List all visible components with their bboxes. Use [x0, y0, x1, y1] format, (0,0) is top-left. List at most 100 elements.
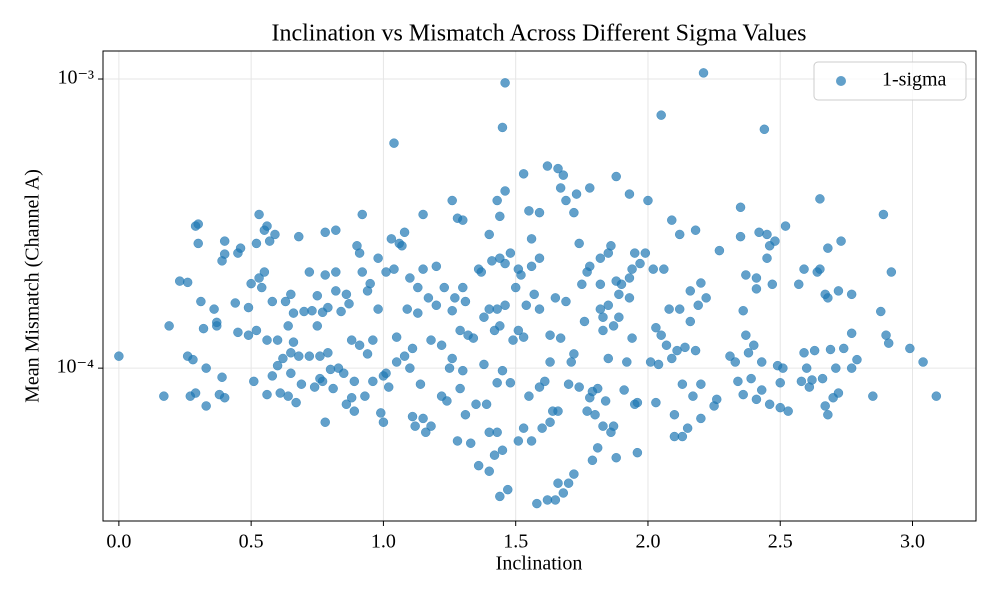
scatter-point — [685, 286, 696, 296]
scatter-point — [690, 345, 701, 356]
scatter-point — [426, 335, 436, 345]
scatter-point — [738, 305, 748, 316]
scatter-point — [878, 209, 889, 220]
x-tick-label: 2.5 — [768, 531, 793, 553]
scatter-point — [603, 300, 614, 311]
scatter-point — [389, 264, 399, 274]
scatter-point — [674, 304, 685, 314]
scatter-point — [711, 394, 722, 405]
scatter-point — [323, 302, 333, 313]
scatter-point — [526, 234, 537, 244]
scatter-point — [259, 267, 270, 277]
scatter-point — [606, 241, 616, 251]
legend-label: 1-sigma — [882, 69, 947, 91]
scatter-point — [201, 401, 211, 411]
scatter-point — [262, 221, 272, 231]
scatter-point — [526, 261, 537, 272]
scatter-point — [563, 478, 574, 488]
scatter-point — [312, 321, 323, 331]
scatter-point — [608, 421, 619, 431]
scatter-point — [381, 368, 391, 379]
scatter-point — [270, 229, 280, 240]
scatter-point — [354, 340, 365, 350]
scatter-point — [669, 409, 680, 420]
scatter-point — [286, 368, 296, 379]
scatter-point — [450, 293, 460, 303]
scatter-point — [484, 466, 494, 476]
scatter-point — [614, 289, 624, 300]
scatter-point — [561, 195, 571, 206]
scatter-point — [611, 171, 621, 182]
scatter-point — [288, 337, 299, 347]
scatter-point — [193, 219, 203, 229]
scatter-point — [383, 382, 394, 392]
scatter-point — [389, 138, 399, 148]
scatter-point — [378, 417, 389, 427]
scatter-point — [799, 264, 809, 274]
scatter-point — [582, 406, 592, 416]
scatter-point — [243, 302, 254, 313]
scatter-point — [436, 340, 447, 350]
scatter-point — [883, 338, 894, 348]
scatter-point — [838, 343, 849, 354]
scatter-point — [497, 445, 508, 455]
scatter-point — [344, 298, 354, 309]
scatter-point — [418, 209, 428, 220]
scatter-point — [553, 478, 563, 488]
scatter-point — [730, 357, 741, 367]
scatter-point — [836, 236, 846, 246]
scatter-point — [778, 363, 788, 373]
scatter-point — [754, 227, 764, 238]
scatter-point — [198, 323, 209, 334]
scatter-point — [624, 189, 635, 199]
scatter-point — [521, 300, 532, 311]
scatter-point — [315, 351, 325, 361]
scatter-point — [256, 282, 267, 293]
scatter-point — [553, 163, 563, 174]
scatter-point — [632, 447, 643, 458]
scatter-point — [182, 277, 193, 288]
scatter-point — [368, 335, 378, 345]
scatter-point — [680, 342, 690, 353]
scatter-point — [667, 215, 677, 225]
scatter-point — [801, 363, 812, 373]
scatter-point — [328, 383, 338, 394]
scatter-point — [640, 248, 651, 258]
scatter-point — [357, 267, 368, 277]
scatter-point — [534, 304, 545, 314]
scatter-point — [532, 498, 542, 509]
scatter-point — [323, 348, 333, 358]
x-tick-label: 1.5 — [503, 531, 528, 553]
scatter-point — [701, 293, 711, 303]
scatter-point — [275, 388, 285, 398]
scatter-point — [656, 330, 666, 340]
scatter-point — [492, 427, 502, 438]
scatter-point — [468, 333, 479, 343]
scatter-point — [622, 357, 632, 367]
scatter-point — [823, 409, 833, 420]
scatter-point — [661, 340, 672, 350]
scatter-point — [407, 411, 418, 422]
scatter-point — [254, 209, 264, 220]
scatter-point — [304, 267, 315, 277]
scatter-point — [338, 368, 349, 379]
scatter-point — [415, 379, 426, 389]
scatter-point — [267, 371, 278, 381]
scatter-point — [405, 363, 415, 373]
scatter-point — [831, 363, 841, 373]
scatter-point — [481, 399, 492, 410]
scatter-point — [918, 357, 928, 367]
scatter-point — [759, 124, 770, 135]
scatter-point — [677, 431, 688, 442]
scatter-point — [484, 229, 494, 240]
scatter-point — [373, 253, 383, 263]
scatter-point — [513, 436, 524, 446]
scatter-point — [476, 267, 487, 277]
scatter-point — [542, 161, 553, 171]
scatter-point — [563, 379, 574, 389]
scatter-point — [164, 321, 174, 331]
scatter-point — [294, 231, 304, 242]
scatter-point — [196, 296, 206, 307]
scatter-point — [608, 321, 619, 331]
